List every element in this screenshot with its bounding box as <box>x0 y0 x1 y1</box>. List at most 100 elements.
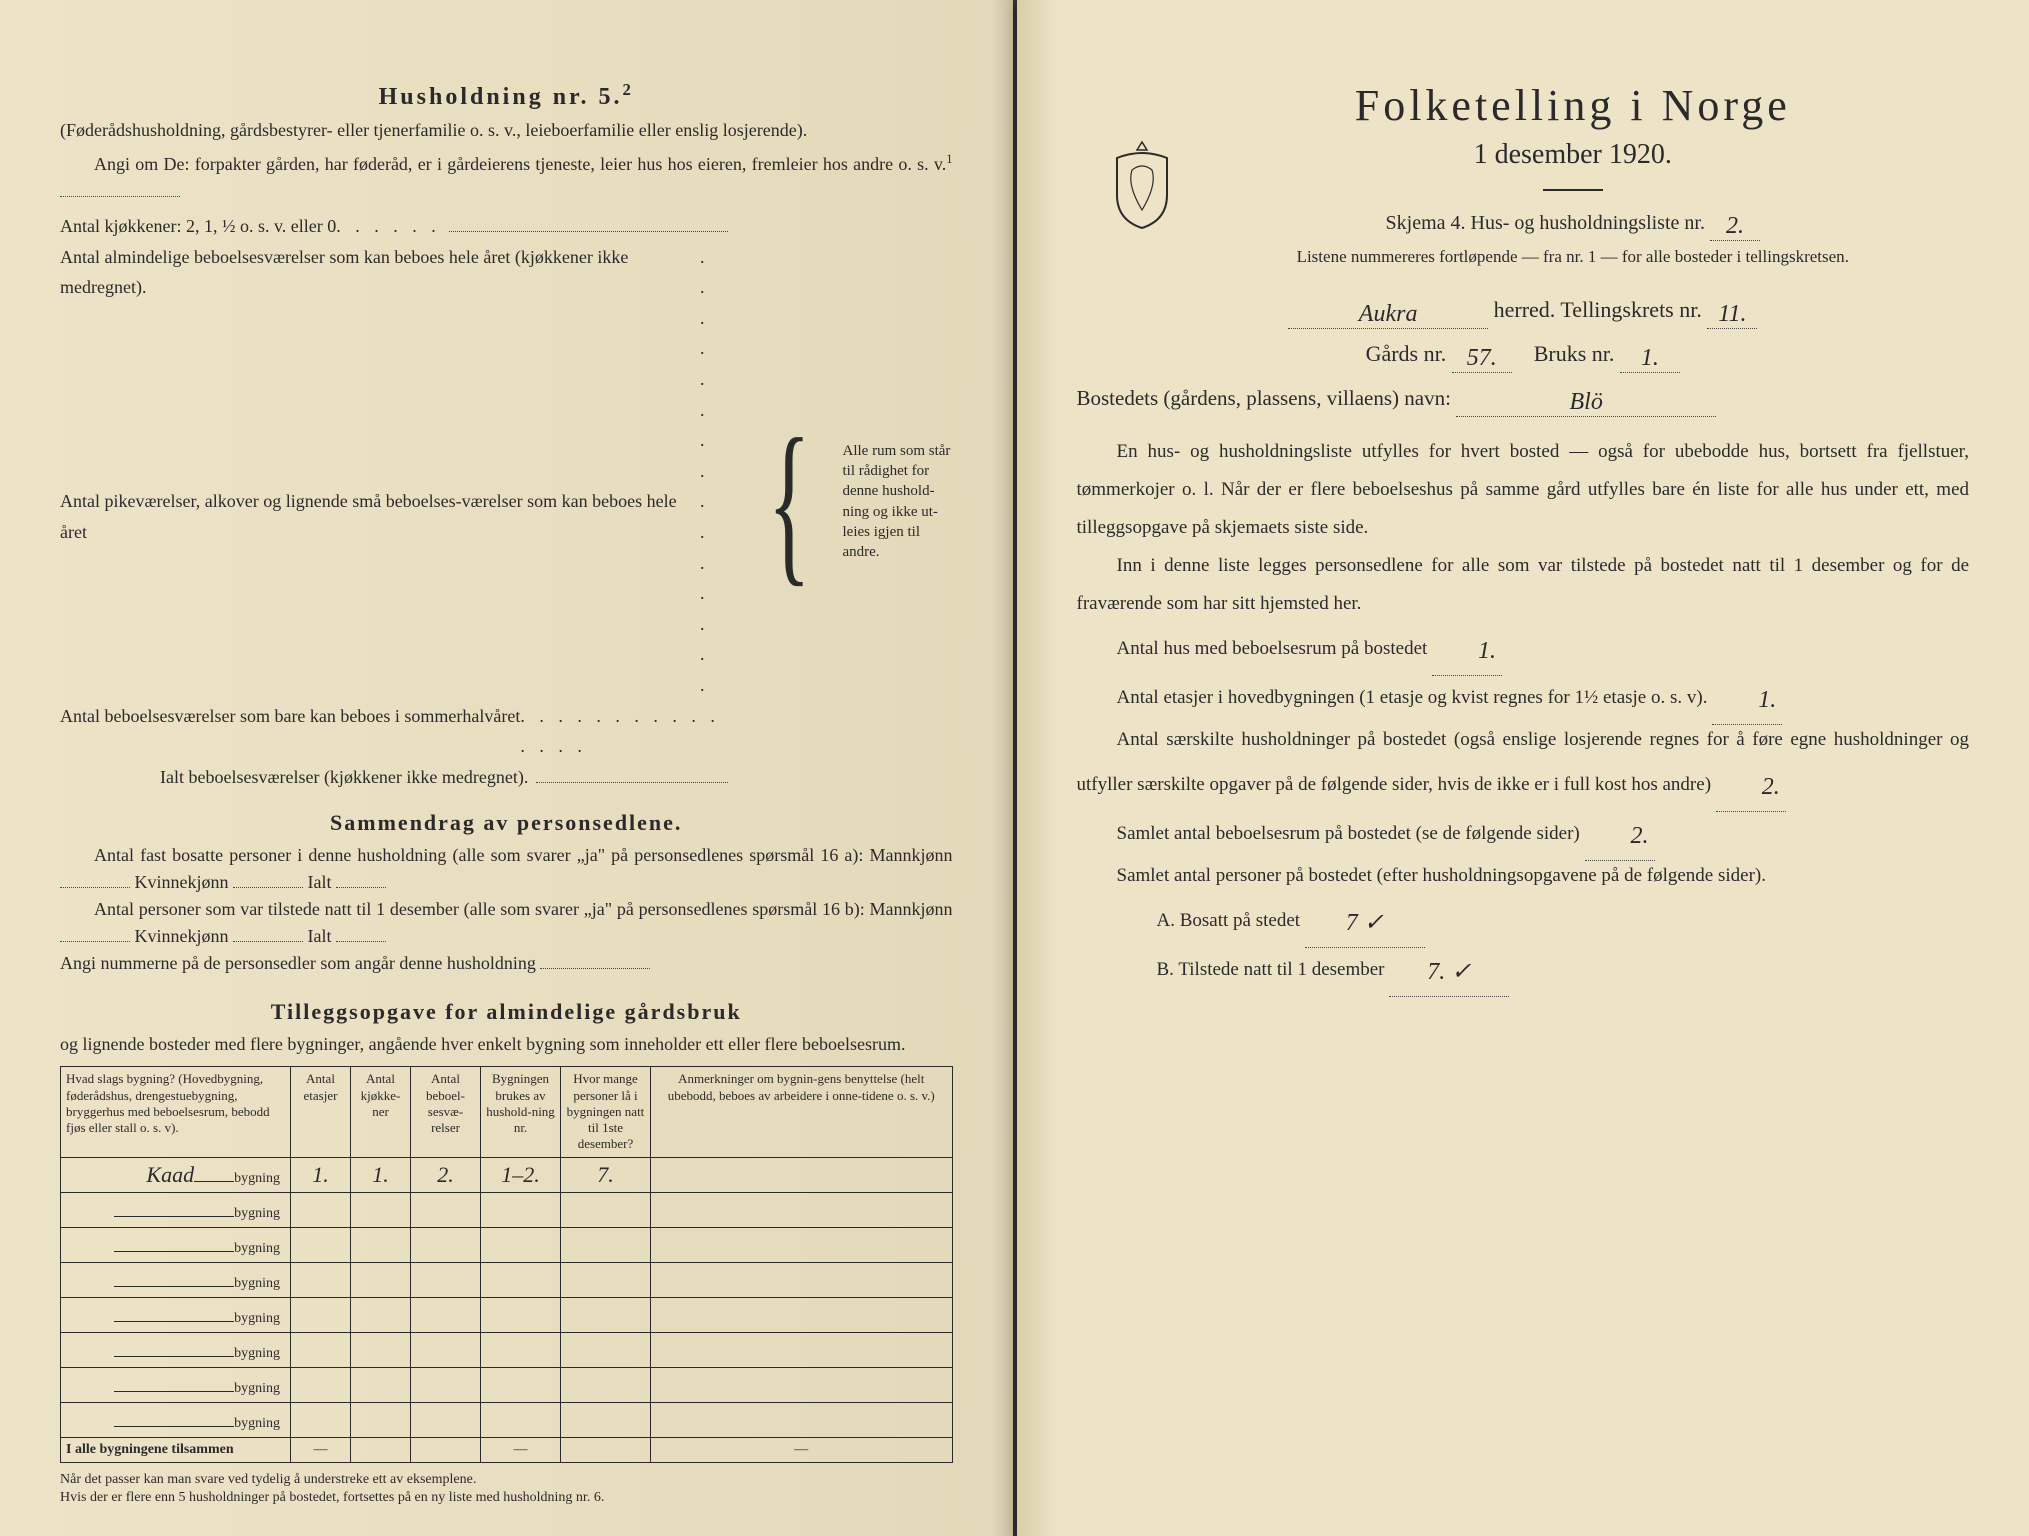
s2-line2: Antal personer som var tilstede natt til… <box>60 896 953 950</box>
intro-angi-text: Angi om De: forpakter gården, har føderå… <box>94 154 946 174</box>
intro-angi: Angi om De: forpakter gården, har føderå… <box>60 150 953 205</box>
cell <box>291 1402 351 1437</box>
skjema-line: Skjema 4. Hus- og husholdningsliste nr. … <box>1177 209 1970 237</box>
cell: 1. <box>291 1157 351 1192</box>
room-label-1: Antal almindelige beboelsesværelser som … <box>60 242 700 303</box>
bygning-cell: bygning <box>61 1332 291 1367</box>
crest-svg <box>1107 140 1177 230</box>
section2-heading: Sammendrag av personsedlene. <box>60 810 953 836</box>
s2-blank <box>233 941 303 942</box>
cell <box>411 1402 481 1437</box>
room-line-3: Antal beboelsesværelser som bare kan beb… <box>60 701 736 762</box>
gards-pre: Gårds nr. <box>1366 341 1447 366</box>
q1-line: Antal hus med beboelsesrum på bostedet 1… <box>1077 623 1970 672</box>
cell <box>411 1192 481 1227</box>
s2-line1: Antal fast bosatte personer i denne hush… <box>60 842 953 896</box>
total-label: I alle bygningene tilsammen <box>61 1437 291 1462</box>
blank-cell <box>351 1437 411 1462</box>
room-line-1: Antal almindelige beboelsesværelser som … <box>60 242 736 487</box>
cell <box>561 1402 651 1437</box>
bruks-val: 1. <box>1620 345 1680 373</box>
q4-line: Samlet antal beboelsesrum på bostedet (s… <box>1077 808 1970 857</box>
cell <box>411 1262 481 1297</box>
main-title: Folketelling i Norge <box>1177 80 1970 131</box>
q3-line: Antal særskilte husholdninger på bostede… <box>1077 721 1970 808</box>
cell <box>651 1157 953 1192</box>
herred-line: Aukra herred. Tellingskrets nr. 11. <box>1077 297 1970 325</box>
footnote-text: Når det passer kan man svare ved tydelig… <box>60 1472 604 1505</box>
dots: . . . . . . . <box>700 486 720 700</box>
qA-val: 7 ✓ <box>1305 899 1425 948</box>
heading-text: Husholdning nr. 5. <box>379 84 623 110</box>
fill-blank <box>449 231 728 232</box>
krets-val: 11. <box>1707 301 1757 329</box>
cell <box>291 1297 351 1332</box>
cell <box>561 1332 651 1367</box>
cell <box>651 1262 953 1297</box>
cell <box>481 1192 561 1227</box>
skjema-pre: Skjema 4. Hus- og husholdningsliste nr. <box>1386 212 1705 234</box>
cell <box>411 1367 481 1402</box>
rooms-block: Antal kjøkkener: 2, 1, ½ o. s. v. eller … <box>60 211 953 792</box>
cell <box>561 1262 651 1297</box>
brace-glyph: { <box>768 412 811 592</box>
header: Folketelling i Norge 1 desember 1920. Sk… <box>1177 80 1970 267</box>
bygning-cell: bygning <box>61 1227 291 1262</box>
cell <box>351 1262 411 1297</box>
left-page: Husholdning nr. 5.2 (Føderådshusholdning… <box>0 0 1013 1536</box>
brace-text: Alle rum som står til rådighet for denne… <box>843 441 953 563</box>
s2-blank <box>540 968 650 969</box>
bosted-val: Blö <box>1456 389 1716 417</box>
cell <box>291 1332 351 1367</box>
dots: . . . . . . <box>336 211 441 242</box>
bygning-cell: bygning <box>61 1262 291 1297</box>
cell <box>411 1297 481 1332</box>
table-head: Hvad slags bygning? (Hovedbygning, føder… <box>61 1067 953 1157</box>
cell <box>651 1227 953 1262</box>
cell <box>481 1402 561 1437</box>
cell <box>651 1332 953 1367</box>
q3-val: 2. <box>1716 763 1786 812</box>
table-row: bygning <box>61 1402 953 1437</box>
heading-sup: 2 <box>623 80 634 99</box>
para1: En hus- og husholdningsliste utfylles fo… <box>1077 433 1970 547</box>
herred-suffix: herred. Tellingskrets nr. <box>1494 297 1702 322</box>
intro-blank <box>60 196 180 197</box>
rule-line <box>1543 189 1603 191</box>
room-label-2: Antal pikeværelser, alkover og lignende … <box>60 486 700 547</box>
right-page: Folketelling i Norge 1 desember 1920. Sk… <box>1017 0 2029 1536</box>
cell <box>351 1227 411 1262</box>
bygning-cell: bygning <box>61 1192 291 1227</box>
s2-blank <box>336 887 386 888</box>
cell <box>411 1332 481 1367</box>
q5-line: Samlet antal personer på bostedet (efter… <box>1077 857 1970 895</box>
room-label-4: Ialt beboelsesværelser (kjøkkener ikke m… <box>160 762 528 793</box>
room-line-4: Ialt beboelsesværelser (kjøkkener ikke m… <box>60 762 736 793</box>
q2-val: 1. <box>1712 676 1782 725</box>
bygning-cell: Kaadbygning <box>61 1157 291 1192</box>
qB-val: 7. ✓ <box>1389 948 1509 997</box>
dash: — <box>651 1437 953 1462</box>
cell <box>561 1297 651 1332</box>
th-0: Hvad slags bygning? (Hovedbygning, føder… <box>61 1067 291 1157</box>
household-heading: Husholdning nr. 5.2 <box>60 80 953 111</box>
cell <box>481 1262 561 1297</box>
blank-cell <box>561 1437 651 1462</box>
qA-label: A. Bosatt på stedet <box>1157 910 1301 931</box>
bygning-cell: bygning <box>61 1367 291 1402</box>
table-row: bygning <box>61 1227 953 1262</box>
th-3: Antal beboel-sesvæ-relser <box>411 1067 481 1157</box>
footnote: Når det passer kan man svare ved tydelig… <box>60 1471 953 1507</box>
rooms-left: Antal kjøkkener: 2, 1, ½ o. s. v. eller … <box>60 211 736 792</box>
cell <box>481 1297 561 1332</box>
s2-blank <box>233 887 303 888</box>
cell <box>291 1262 351 1297</box>
kitchens-label: Antal kjøkkener: 2, 1, ½ o. s. v. eller … <box>60 211 336 242</box>
cell <box>651 1297 953 1332</box>
bosted-pre: Bostedets (gårdens, plassens, villaens) … <box>1077 386 1451 410</box>
s2-text1: Antal fast bosatte personer i denne hush… <box>94 845 953 865</box>
s2-blank <box>60 941 130 942</box>
gards-line: Gårds nr. 57. Bruks nr. 1. <box>1077 341 1970 369</box>
q1-label: Antal hus med beboelsesrum på bostedet <box>1117 638 1428 659</box>
gards-val: 57. <box>1452 345 1512 373</box>
